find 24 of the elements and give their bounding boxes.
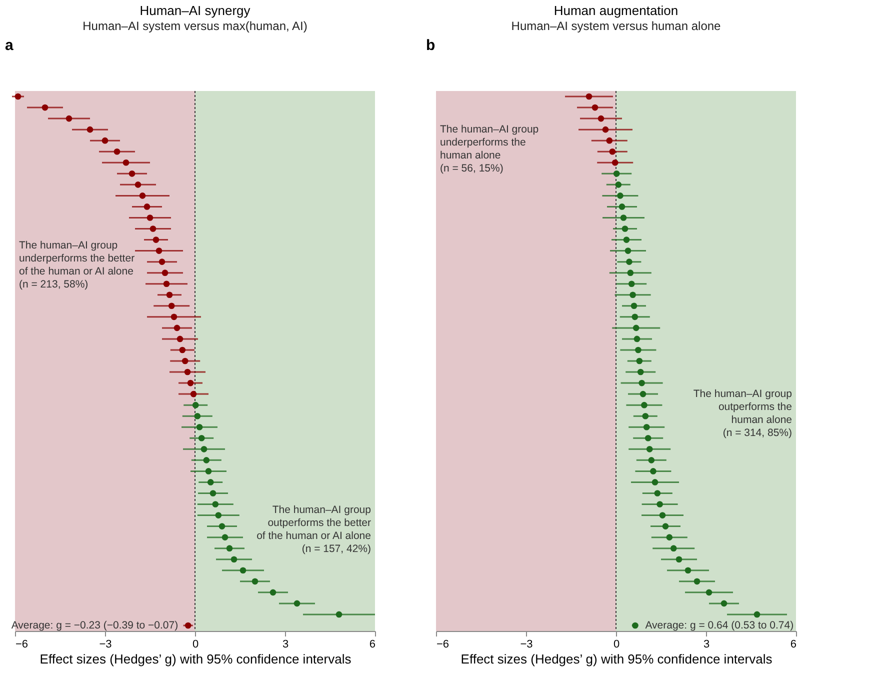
annotation: The human–AI group underperforms the human alone (n = 56, 15%) — [440, 124, 539, 175]
x-axis-title: Effect sizes (Hedges’ g) with 95% confidence intervals — [40, 652, 352, 666]
x-tick-label: 0 — [613, 638, 620, 650]
chart-title: Human augmentation — [554, 3, 678, 18]
text: b — [426, 37, 436, 54]
x-tick-label: −6 — [436, 638, 450, 650]
annotation: Average: g = 0.64 (0.53 to 0.74) — [645, 619, 794, 632]
chart-title: Human–AI synergy — [140, 3, 251, 18]
x-tick-label: 3 — [282, 638, 289, 650]
x-tick-label: −3 — [520, 638, 533, 650]
x-tick-label: −3 — [99, 638, 112, 650]
annotation: The human–AI group outperforms the better of the human or AI alone (n = 157, 42%) — [256, 504, 372, 555]
x-tick-label: 6 — [790, 638, 796, 650]
chart-subtitle: Human–AI system versus human alone — [511, 19, 722, 33]
x-tick-label: 6 — [369, 638, 376, 650]
annotation: Average: g = −0.23 (−0.39 to −0.07) — [11, 619, 178, 632]
chart-subtitle: Human–AI system versus max(human, AI) — [82, 19, 308, 33]
annotation: The human–AI group outperforms the human alone (n = 314, 85%) — [693, 388, 792, 440]
x-tick-label: 3 — [703, 638, 710, 650]
x-tick-label: 0 — [192, 638, 199, 650]
x-axis-title: Effect sizes (Hedges’ g) with 95% confidence intervals — [460, 652, 773, 666]
annotation: The human–AI group underperforms the better of the human or AI alone (n = 213, 58%) — [19, 239, 136, 290]
x-tick-label: −6 — [16, 638, 28, 650]
text: a — [5, 37, 14, 54]
